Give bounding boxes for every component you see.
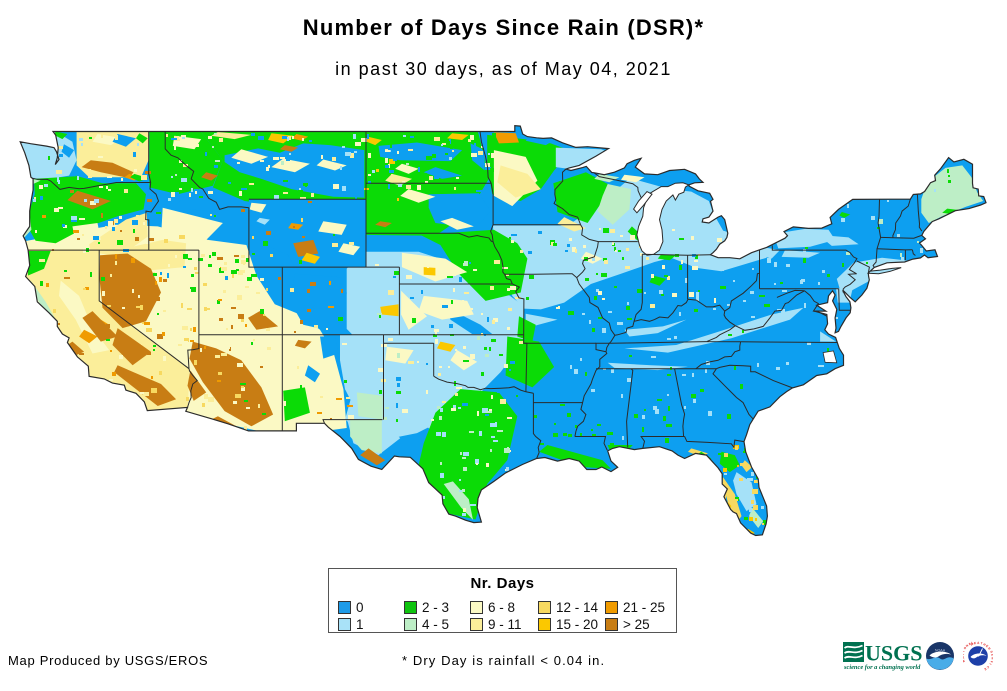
svg-text:O: O — [963, 645, 968, 650]
svg-text:NOAA: NOAA — [935, 649, 946, 653]
svg-text:R: R — [987, 646, 992, 651]
svg-text:R: R — [990, 657, 993, 660]
svg-text:T: T — [980, 641, 983, 645]
svg-text:A: A — [968, 641, 973, 646]
svg-text:N: N — [965, 643, 970, 648]
svg-text:N: N — [963, 658, 966, 663]
svg-text:V: V — [989, 660, 993, 664]
svg-text:I: I — [989, 663, 993, 666]
svg-text:I: I — [963, 650, 966, 652]
svg-text:L: L — [971, 641, 974, 645]
svg-text:T: T — [963, 653, 965, 655]
svg-text:E: E — [983, 667, 987, 671]
svg-text:H: H — [983, 642, 988, 647]
svg-text:A: A — [963, 655, 965, 659]
svg-text:W: W — [970, 642, 975, 647]
svg-text:science for a changing world: science for a changing world — [843, 664, 921, 671]
svg-text:A: A — [977, 641, 980, 645]
svg-text:E: E — [990, 654, 993, 656]
svg-text:E: E — [974, 641, 977, 645]
svg-text:E: E — [985, 644, 989, 648]
svg-text:C: C — [985, 665, 990, 670]
svg-text:USGS: USGS — [865, 641, 922, 666]
svg-text:S: S — [989, 650, 993, 653]
